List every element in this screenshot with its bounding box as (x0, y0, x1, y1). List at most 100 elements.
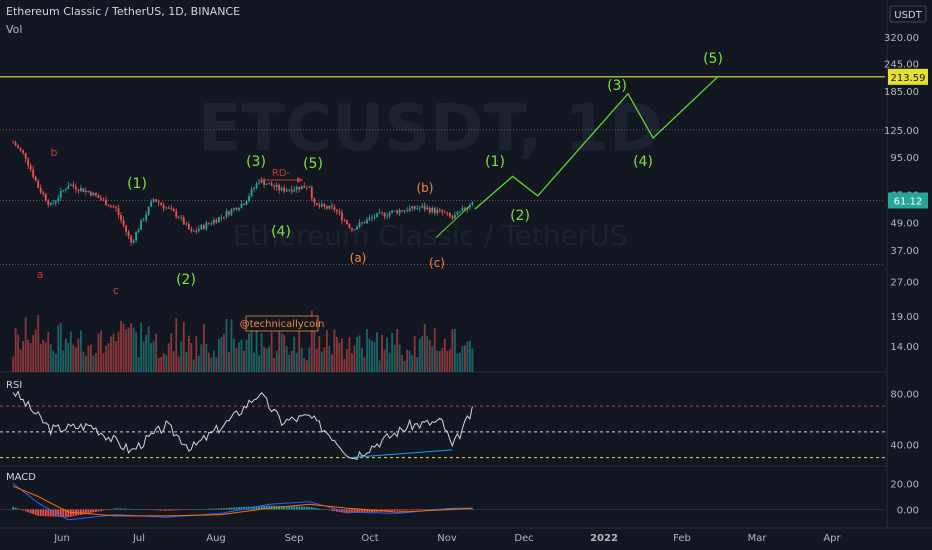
macd-hist-bar (253, 506, 255, 510)
candle-body (386, 215, 388, 217)
macd-line (12, 483, 473, 521)
candle-body (82, 188, 85, 193)
candle-body (100, 197, 102, 200)
candle-body (413, 206, 416, 209)
volume-bar (117, 331, 120, 372)
volume-bar (160, 356, 163, 372)
price-tick-label: 19.00 (890, 312, 919, 323)
volume-bar (333, 329, 336, 372)
rsi-tick-label: 40.00 (890, 441, 919, 452)
macd-hist-bar (215, 508, 218, 510)
candle-body (190, 229, 193, 232)
macd-hist-bar (62, 509, 65, 518)
candle-body (313, 198, 316, 204)
candle-body (132, 240, 135, 243)
volume-bar (190, 343, 193, 372)
candle-body (363, 222, 366, 224)
candle-body (19, 147, 22, 151)
volume-bar (24, 317, 27, 372)
candle-body (403, 210, 406, 212)
macd-hist-bar (192, 509, 195, 510)
candle-body (290, 189, 293, 192)
candle-body (356, 226, 358, 230)
candle-body (120, 214, 122, 221)
candle-body (343, 220, 346, 222)
volume-bar (275, 350, 278, 372)
candle-body (57, 197, 60, 201)
volume-bar (469, 340, 471, 372)
volume-bar (453, 328, 456, 372)
volume-bar (64, 338, 67, 372)
volume-bar (207, 352, 210, 372)
candle-body (185, 223, 188, 225)
volume-bar (263, 346, 265, 372)
candle-body (443, 212, 446, 214)
volume-bar (255, 323, 258, 372)
macd-hist-bar (132, 509, 135, 510)
volume-bar (17, 334, 20, 372)
macd-hist-bar (92, 509, 95, 513)
macd-hist-bar (413, 509, 416, 510)
volume-bar (215, 357, 218, 372)
volume-bar (147, 326, 150, 372)
macd-hist-bar (17, 508, 20, 510)
macd-hist-bar (145, 509, 148, 510)
candle-body (255, 183, 258, 188)
volume-bar (29, 342, 32, 372)
volume-bar (403, 360, 406, 372)
volume-bar (396, 328, 399, 372)
volume-bar (343, 358, 346, 372)
macd-hist-bar (187, 509, 190, 510)
candle-body (215, 220, 218, 223)
macd-hist-bar (120, 508, 122, 510)
volume-bar (79, 330, 82, 372)
candle-body (200, 225, 203, 230)
volume-bars (12, 310, 474, 372)
volume-bar (57, 325, 60, 372)
candle-body (406, 210, 409, 212)
signal-line (12, 485, 473, 517)
candle-body (213, 220, 215, 224)
macd-hist-bar (52, 509, 55, 517)
macd-hist-bar (351, 509, 353, 514)
macd-hist-bar (323, 509, 326, 510)
candle-body (105, 199, 107, 206)
macd-hist-bar (423, 509, 426, 510)
candle-body (283, 187, 286, 192)
wave-label: b (51, 146, 58, 159)
volume-bar (270, 332, 273, 372)
macd-hist-bar (165, 509, 168, 511)
volume-bar (348, 337, 351, 372)
last-price-badge (888, 192, 928, 209)
wave-label: (5) (303, 156, 323, 172)
candle-body (115, 207, 117, 209)
candle-body (62, 190, 65, 191)
macd-hist-bar (100, 509, 102, 512)
volume-bar (34, 329, 37, 372)
candle-body (205, 222, 208, 229)
macd-hist-bar (130, 508, 132, 510)
candle-body (426, 207, 429, 210)
candle-body (240, 203, 243, 209)
candle-body (323, 204, 326, 207)
candle-body (318, 204, 321, 207)
candle-body (293, 189, 296, 192)
macd-hist-bar (366, 509, 368, 513)
volume-bar (280, 333, 283, 372)
volume-bar (228, 352, 230, 372)
macd-hist-bar (320, 509, 323, 510)
macd-hist-bar (293, 506, 296, 510)
volume-bar (351, 353, 353, 372)
volume-bar (42, 339, 45, 372)
macd-hist-bar (403, 509, 406, 511)
candle-body (333, 206, 336, 211)
macd-label: MACD (6, 472, 36, 483)
macd-hist-bar (172, 509, 175, 511)
candle-body (325, 206, 328, 209)
candle-body (416, 208, 419, 210)
macd-hist-bar (358, 509, 361, 513)
volume-bar (446, 350, 449, 372)
candle-body (230, 209, 233, 215)
volume-bar (44, 342, 47, 372)
